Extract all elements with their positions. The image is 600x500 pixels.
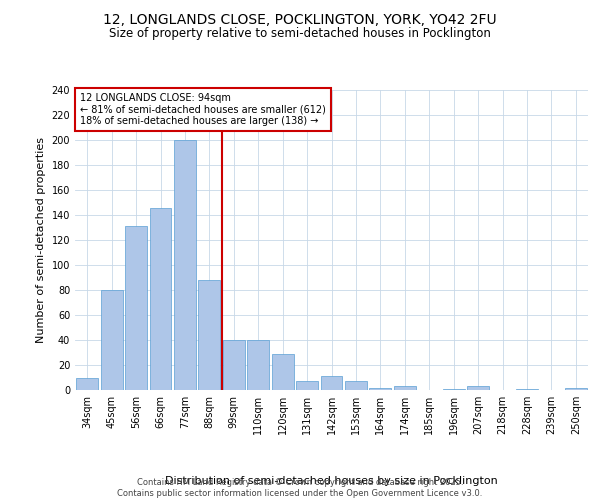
Bar (345, 381, 367, 390)
Bar (101, 290, 122, 390)
Text: 12 LONGLANDS CLOSE: 94sqm
← 81% of semi-detached houses are smaller (612)
18% of: 12 LONGLANDS CLOSE: 94sqm ← 81% of semi-… (80, 93, 326, 126)
Bar (272, 354, 293, 390)
Bar (223, 340, 245, 390)
Text: 12, LONGLANDS CLOSE, POCKLINGTON, YORK, YO42 2FU: 12, LONGLANDS CLOSE, POCKLINGTON, YORK, … (103, 12, 497, 26)
Bar (247, 340, 269, 390)
Bar (443, 389, 464, 390)
Bar (199, 280, 220, 390)
Text: Contains HM Land Registry data © Crown copyright and database right 2025.
Contai: Contains HM Land Registry data © Crown c… (118, 478, 482, 498)
Bar (565, 388, 587, 390)
Bar (125, 226, 147, 390)
X-axis label: Distribution of semi-detached houses by size in Pocklington: Distribution of semi-detached houses by … (165, 476, 498, 486)
Text: Size of property relative to semi-detached houses in Pocklington: Size of property relative to semi-detach… (109, 28, 491, 40)
Bar (516, 389, 538, 390)
Bar (174, 140, 196, 390)
Bar (370, 388, 391, 390)
Bar (149, 208, 172, 390)
Bar (296, 381, 318, 390)
Y-axis label: Number of semi-detached properties: Number of semi-detached properties (36, 137, 46, 343)
Bar (76, 378, 98, 390)
Bar (394, 386, 416, 390)
Bar (467, 386, 489, 390)
Bar (320, 376, 343, 390)
